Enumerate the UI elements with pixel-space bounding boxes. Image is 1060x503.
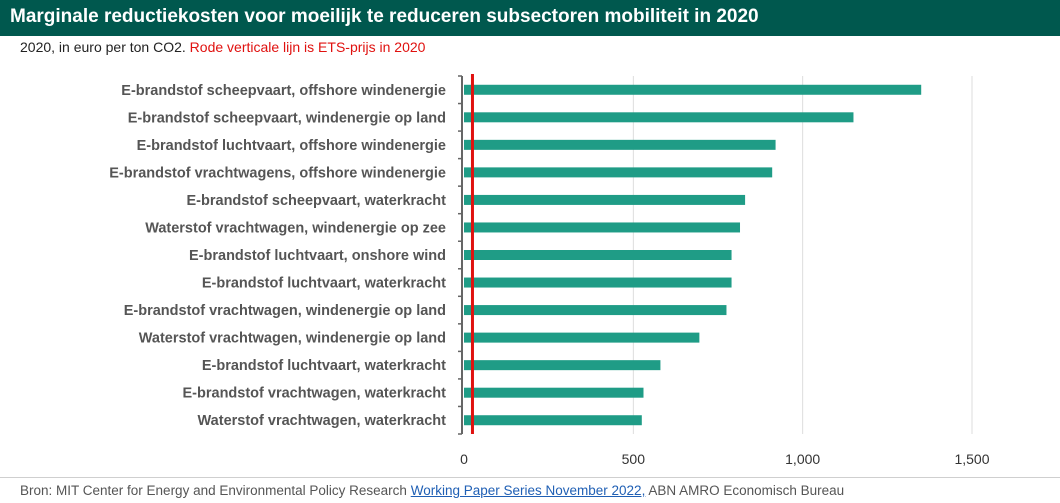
bar [464,250,732,260]
bar [464,139,776,150]
source-suffix: ABN AMRO Economisch Bureau [648,483,845,498]
category-label: E-brandstof luchtvaart, onshore wind [189,248,446,264]
x-tick-label: 500 [622,451,646,467]
bar-chart: E-brandstof scheepvaart, offshore winden… [109,74,990,467]
bar [464,332,700,343]
category-label: E-brandstof scheepvaart, windenergie op … [128,110,446,126]
working-paper-link[interactable]: Working Paper Series November 2022, [410,483,646,498]
category-label: E-brandstof scheepvaart, waterkracht [187,193,447,209]
subtitle-ets-note: Rode verticale lijn is ETS-prijs in 2020 [189,39,426,55]
footer-divider [0,477,1060,478]
category-label: E-brandstof vrachtwagens, offshore winde… [109,165,446,181]
source-footer: Bron: MIT Center for Energy and Environm… [20,483,844,498]
bar [464,305,727,316]
bar [464,360,661,371]
bar [464,194,746,205]
x-tick-label: 1,000 [785,451,820,467]
category-label: Waterstof vrachtwagen, windenergie op ze… [145,220,446,236]
bar [464,387,644,398]
category-label: E-brandstof luchtvaart, waterkracht [202,276,446,292]
category-label: E-brandstof vrachtwagen, waterkracht [183,386,447,402]
category-label: Waterstof vrachtwagen, waterkracht [198,413,447,429]
chart-subtitle: 2020, in euro per ton CO2. Rode vertical… [20,39,425,55]
bar [464,277,732,288]
category-label: E-brandstof luchtvaart, waterkracht [202,358,446,374]
category-label: E-brandstof scheepvaart, offshore winden… [121,83,446,99]
category-label: E-brandstof vrachtwagen, windenergie op … [124,303,446,319]
category-label: E-brandstof luchtvaart, offshore windene… [137,138,446,154]
bar [464,84,922,95]
bar [464,415,642,426]
category-label: Waterstof vrachtwagen, windenergie op la… [139,331,446,347]
x-tick-label: 1,500 [954,451,989,467]
source-text: Bron: MIT Center for Energy and Environm… [20,483,407,498]
subtitle-units: 2020, in euro per ton CO2. [20,39,186,55]
x-tick-label: 0 [460,451,468,467]
bar [464,112,854,123]
bar [464,167,773,178]
title-bar: Marginale reductiekosten voor moeilijk t… [0,0,1060,36]
bar [464,222,741,233]
chart-title: Marginale reductiekosten voor moeilijk t… [10,6,759,27]
